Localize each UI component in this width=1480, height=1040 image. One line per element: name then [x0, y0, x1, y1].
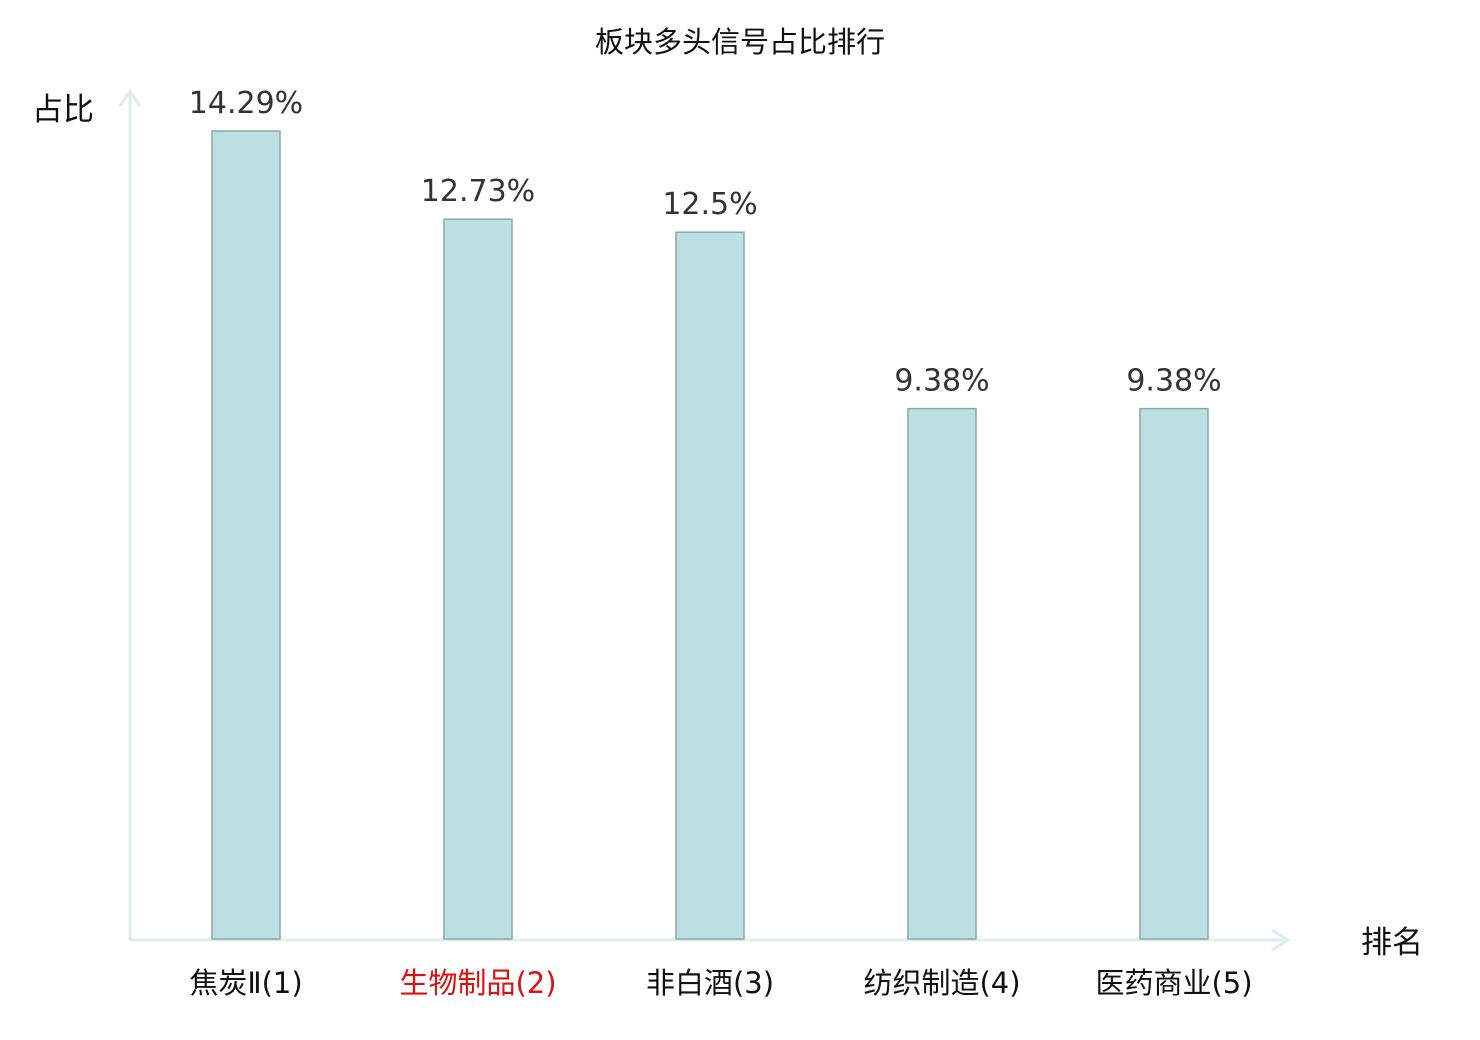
category-label-3: 非白酒(3) [646, 966, 774, 1000]
y-axis-arrow [118, 88, 142, 107]
bar-3 [675, 231, 745, 940]
value-label-3: 12.5% [662, 187, 757, 222]
value-label-4: 9.38% [894, 364, 989, 399]
value-label-1: 14.29% [189, 86, 303, 121]
category-label-1: 焦炭Ⅱ(1) [189, 966, 302, 1000]
x-axis-label: 排名 [1361, 925, 1423, 961]
chart-title: 板块多头信号占比排行 [595, 25, 885, 59]
bar-4 [907, 407, 977, 940]
bar-1 [211, 130, 281, 940]
category-label-2: 生物制品(2) [399, 966, 556, 1000]
y-axis-label: 占比 [32, 92, 94, 128]
bar-2 [443, 218, 513, 940]
x-axis-arrow [1271, 928, 1291, 952]
bar-5 [1139, 407, 1209, 940]
category-label-5: 医药商业(5) [1095, 966, 1252, 1000]
category-label-4: 纺织制造(4) [863, 966, 1020, 1000]
bars-group: 14.29% 焦炭Ⅱ(1) 12.73% 生物制品(2) 12.5% 非白酒(3) 9.38… [189, 86, 1253, 1000]
value-label-2: 12.73% [421, 174, 535, 209]
value-label-5: 9.38% [1126, 364, 1221, 399]
